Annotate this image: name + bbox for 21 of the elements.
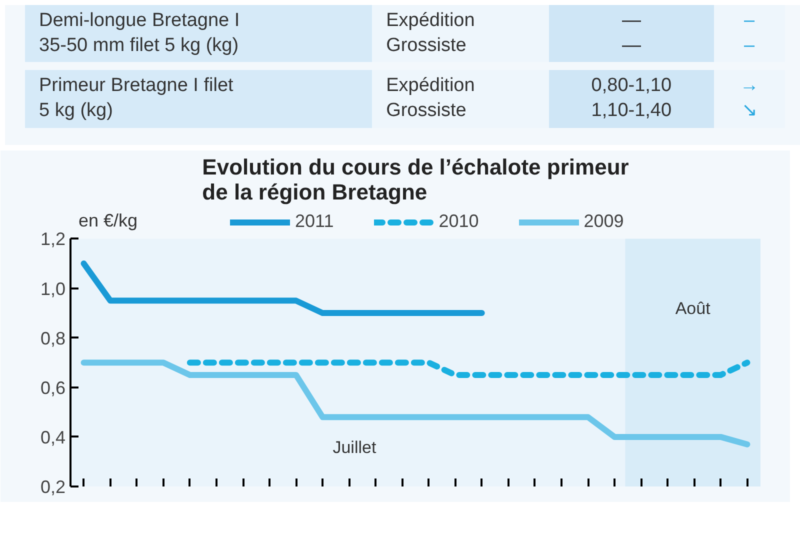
y-axis-title: en €/kg [78,210,138,231]
chart-title: Evolution du cours de l’échalote primeur de la région Bretagne [202,154,630,204]
text: → ↘ [714,70,785,128]
text: Expédition Grossiste [372,5,550,62]
text: Expédition Grossiste [372,70,550,128]
legend-label: 2009 [584,211,624,232]
annotation: Juillet [332,438,376,457]
annotation: Août [675,299,711,318]
y-tick-label: 0,6 [40,378,66,398]
text: Primeur Bretagne I filet 5 kg (kg) [25,70,372,128]
text: 0,80-1,10 1,10-1,40 [549,70,714,128]
text: – – [714,5,785,62]
y-tick-label: 0,4 [40,427,66,448]
y-tick-label: 0,8 [40,328,66,348]
legend-label: 2011 [295,211,334,232]
y-tick-label: 1,2 [40,229,66,250]
y-tick-label: 1,0 [40,278,66,299]
text: — — [549,5,714,62]
legend-label: 2010 [438,211,479,232]
y-tick-label: 0,2 [40,477,66,497]
text: Demi-longue Bretagne I 35-50 mm filet 5 kg (kg) [25,5,372,62]
